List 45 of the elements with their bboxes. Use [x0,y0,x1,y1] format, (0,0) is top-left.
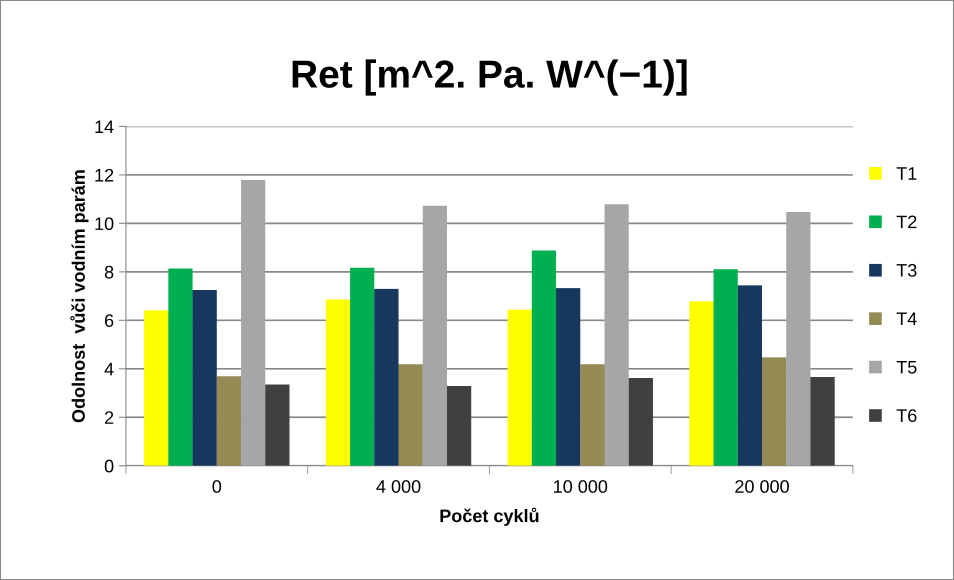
y-tick-label: 14 [95,120,114,133]
y-tick-label: 4 [104,362,114,376]
bar [786,212,810,466]
bar [556,288,580,466]
legend-label: T4 [896,312,917,325]
y-tick-label: 12 [95,168,114,182]
bar [762,357,786,466]
x-tick-label: 4 000 [376,480,420,493]
y-tick-label: 2 [104,411,114,424]
bar [532,250,556,466]
bar [508,310,532,466]
x-axis-title: Počet cyklů [440,508,538,526]
chart-title: Ret [m^2. Pa. W^(−1)] [292,59,687,96]
bar [168,268,193,466]
bar [192,290,217,466]
y-tick-label: 0 [104,460,114,472]
y-tick-label: 8 [104,266,114,279]
bar [689,301,714,466]
bar [216,376,242,466]
bar [714,269,738,466]
bar [374,288,399,466]
legend-label: T1 [896,167,916,180]
legend-label: T6 [896,409,916,422]
bar [265,384,290,466]
y-axis-title: Odolnost vůči vodním parám [70,170,88,422]
bar [604,204,629,466]
bar [628,378,653,466]
y-tick-label: 6 [105,314,114,328]
y-tick-label: 10 [95,217,114,230]
bar [422,206,447,466]
bar [446,386,472,466]
bar [738,285,762,466]
bar [580,364,604,466]
bar [350,268,374,466]
bar [398,364,423,466]
bar [144,310,168,466]
x-tick-label: 0 [212,480,222,493]
x-tick-label: 10 000 [554,480,608,493]
legend-label: T5 [896,360,917,374]
bar [810,377,835,466]
legend-label: T2 [896,216,916,228]
bar [326,299,350,466]
x-tick-label: 20 000 [735,480,789,493]
bar [241,180,266,466]
legend-label: T3 [896,264,916,277]
